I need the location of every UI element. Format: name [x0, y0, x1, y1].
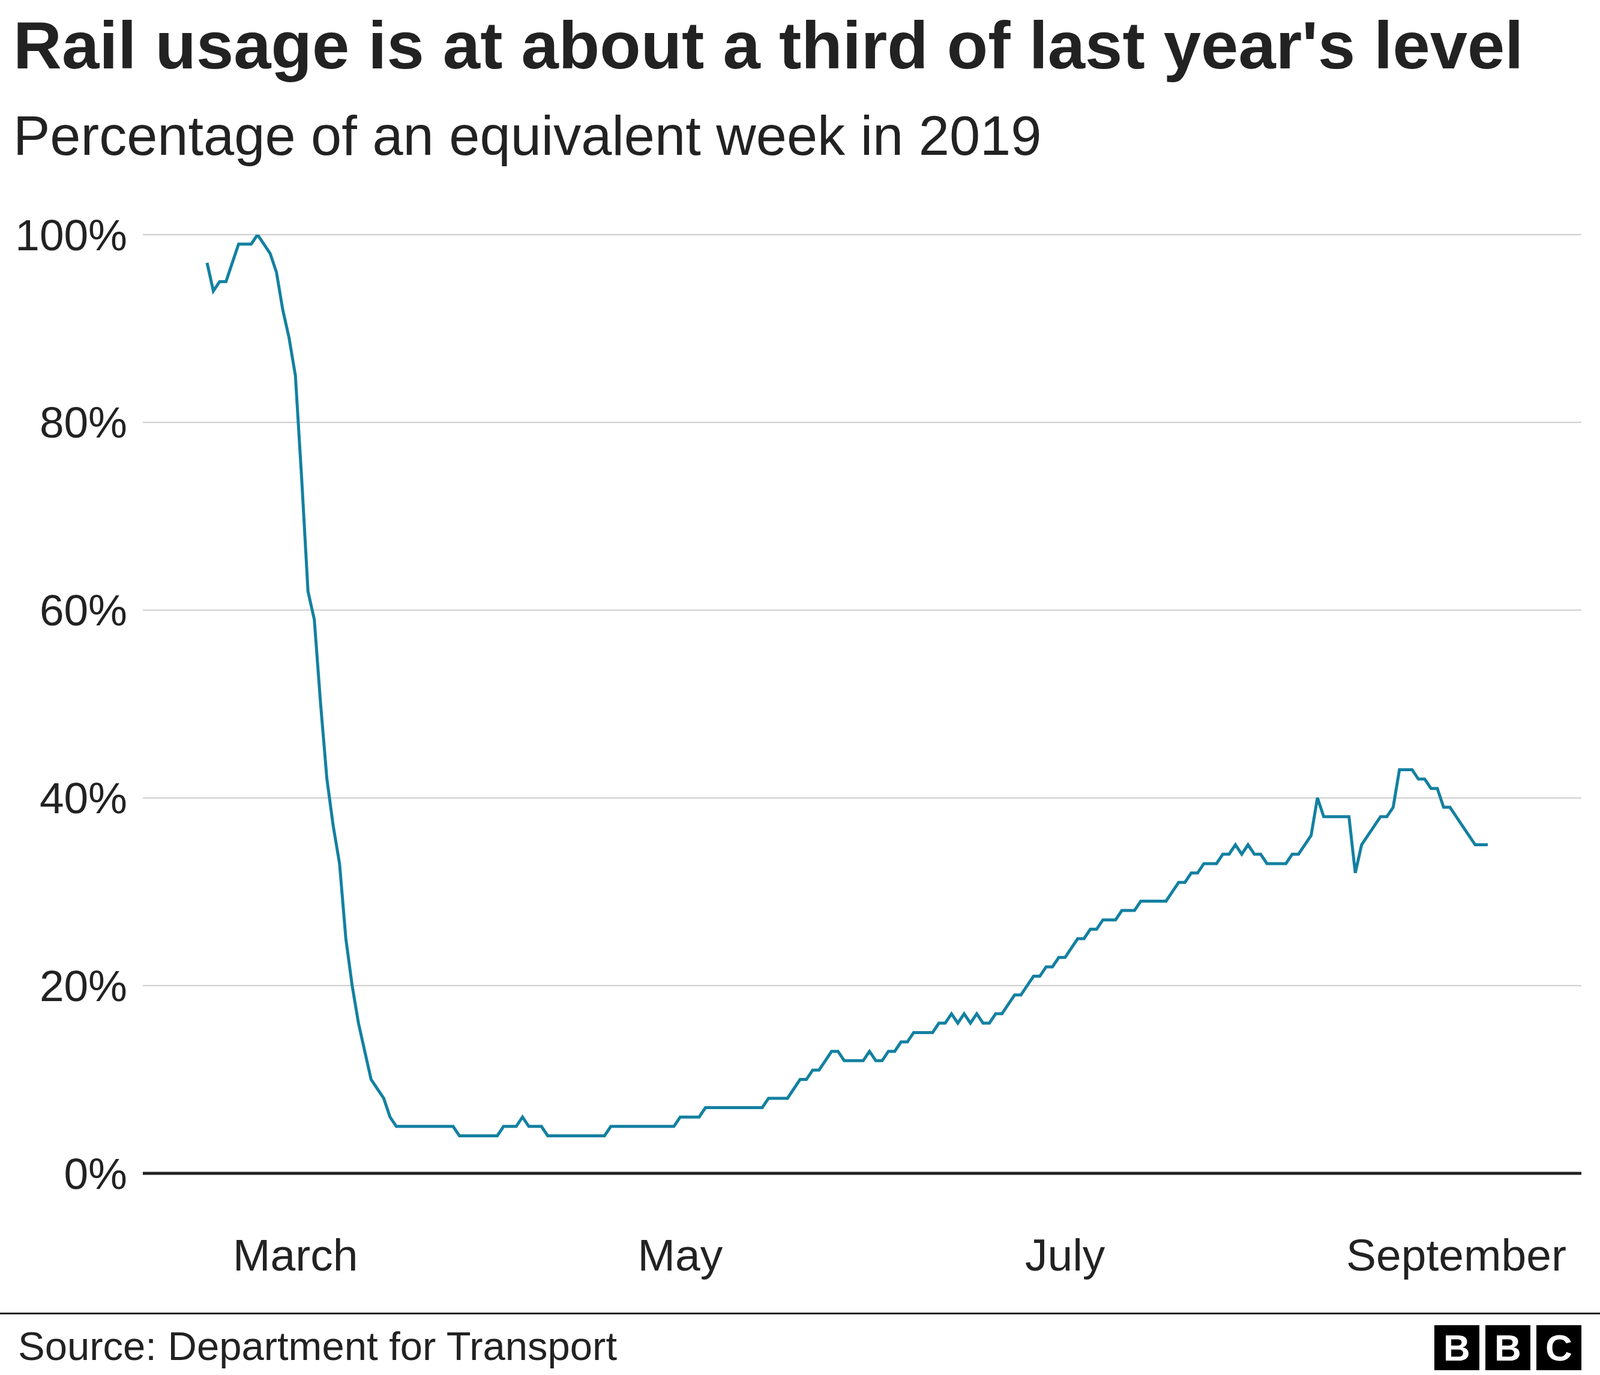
svg-text:September: September — [1346, 1229, 1567, 1281]
svg-text:60%: 60% — [39, 585, 128, 635]
svg-text:100%: 100% — [15, 210, 128, 260]
svg-text:May: May — [637, 1229, 724, 1281]
svg-text:March: March — [232, 1229, 358, 1281]
svg-text:0%: 0% — [63, 1149, 128, 1198]
svg-text:40%: 40% — [39, 773, 128, 823]
html-text:B: B — [1443, 1326, 1471, 1369]
html-text:B: B — [1494, 1326, 1522, 1369]
svg-text:July: July — [1025, 1229, 1106, 1281]
svg-text:80%: 80% — [39, 397, 128, 447]
html-text:Rail usage is at about a third: Rail usage is at about a third of last y… — [13, 7, 1524, 83]
svg-text:20%: 20% — [39, 961, 128, 1011]
html-text:Source: Department for Transpo: Source: Department for Transport — [18, 1323, 617, 1369]
html-text:Percentage of an equivalent we: Percentage of an equivalent week in 2019 — [13, 105, 1042, 167]
html-text:C: C — [1545, 1326, 1573, 1369]
